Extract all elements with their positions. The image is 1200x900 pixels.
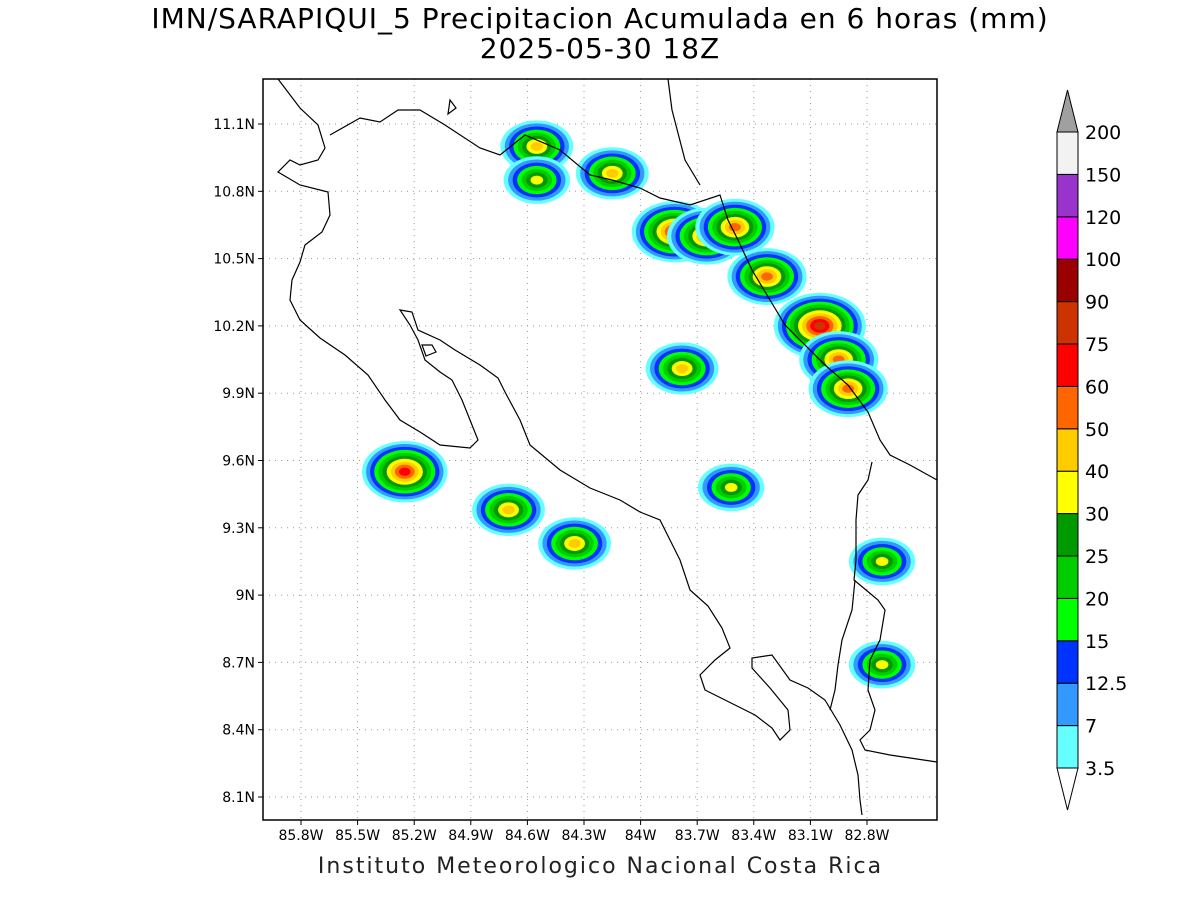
colorbar-box (1056, 470, 1079, 515)
y-tick-label: 10.5N (213, 252, 255, 268)
rain-cell (848, 640, 916, 689)
x-tick-label: 83.7W (675, 828, 720, 844)
rain-contour (842, 384, 855, 393)
colorbar-label: 7 (1085, 716, 1097, 738)
colorbar-label: 25 (1085, 546, 1109, 568)
rain-cell (472, 483, 545, 536)
map-subtitle: 2025-05-30 18Z (479, 32, 721, 65)
x-tick-label: 84.6W (505, 828, 550, 844)
rain-cell (361, 441, 448, 503)
colorbar-box (1056, 597, 1079, 642)
coastline (277, 78, 938, 816)
longitude-axis: 85.8W 85.5W 85.2W 84.9W 84.6W 84.3W 84W 83.7W 83… (278, 820, 890, 844)
colorbar-label: 30 (1085, 504, 1109, 526)
colorbar-box (1056, 385, 1079, 430)
y-tick-label: 9N (236, 588, 255, 604)
y-tick-label: 8.1N (222, 790, 255, 806)
rain-contour (398, 467, 411, 476)
x-tick-label: 84.9W (448, 828, 493, 844)
colorbar-box (1056, 725, 1079, 769)
colorbar-label: 200 (1085, 122, 1121, 144)
precipitation-field (361, 120, 916, 689)
rain-cell (503, 156, 571, 204)
rain-cell (808, 360, 888, 418)
rain-contour (530, 142, 543, 151)
colorbar-label: 150 (1085, 164, 1121, 186)
rain-cell (697, 463, 765, 512)
rain-contour (814, 321, 826, 330)
x-tick-label: 84W (625, 828, 657, 844)
y-tick-label: 8.4N (222, 723, 255, 739)
rain-cell (538, 517, 611, 570)
rain-contour (875, 660, 889, 670)
colorbar-top-arrow (1056, 89, 1079, 133)
rain-contour (530, 175, 544, 185)
y-tick-label: 9.6N (222, 454, 255, 470)
rain-contour (502, 505, 515, 515)
colorbar-box (1056, 343, 1079, 387)
colorbar-label: 15 (1085, 631, 1109, 653)
y-tick-label: 11.1N (213, 117, 255, 133)
rain-cell (695, 198, 775, 256)
colorbar-box (1056, 428, 1079, 472)
colorbar-box (1056, 258, 1079, 303)
colorbar-label: 20 (1085, 588, 1109, 610)
colorbar-box (1056, 301, 1079, 345)
colorbar-label: 90 (1085, 292, 1109, 314)
colorbar-box (1056, 555, 1079, 599)
rain-cell (575, 147, 649, 200)
y-tick-label: 10.8N (213, 184, 255, 200)
colorbar-bottom-arrow (1056, 767, 1079, 811)
x-tick-label: 85.8W (278, 828, 323, 844)
x-tick-label: 84.3W (561, 828, 606, 844)
colorbar-label: 75 (1085, 334, 1109, 356)
colorbar-box (1056, 682, 1079, 727)
x-tick-label: 83.1W (788, 828, 833, 844)
rain-cell (727, 248, 807, 305)
rain-contour (729, 222, 741, 232)
rain-contour (606, 168, 619, 178)
colorbar-label: 100 (1085, 249, 1121, 271)
latitude-axis: 11.1N 10.8N 10.5N 10.2N 9.9N 9.6N 9.3N 9N 8.7N 8.… (213, 117, 263, 806)
colorbar-label: 50 (1085, 419, 1109, 441)
y-tick-label: 9.9N (222, 386, 255, 402)
rain-cell (645, 342, 719, 395)
colorbar-label: 60 (1085, 376, 1109, 398)
map-frame (262, 78, 938, 821)
x-tick-label: 83.4W (731, 828, 776, 844)
rain-contour (676, 364, 689, 373)
colorbar-label: 3.5 (1085, 758, 1115, 780)
x-tick-label: 85.5W (335, 828, 380, 844)
colorbar-label: 12.5 (1085, 673, 1127, 695)
rain-cell (848, 537, 916, 586)
colorbar-label: 120 (1085, 207, 1121, 229)
colorbar-label: 40 (1085, 461, 1109, 483)
rain-contour (761, 272, 773, 281)
x-tick-label: 82.8W (844, 828, 889, 844)
y-tick-label: 8.7N (222, 655, 255, 671)
y-tick-label: 10.2N (213, 319, 255, 335)
footer-credit: Instituto Meteorologico Nacional Costa R… (317, 854, 884, 879)
rain-contour (724, 482, 738, 492)
x-tick-label: 85.2W (392, 828, 437, 844)
rain-contour (568, 539, 581, 548)
colorbar: 3.5 7 12.5 15 20 25 30 40 50 60 75 90 100 120 150 200 (1056, 89, 1127, 811)
y-tick-label: 9.3N (222, 521, 255, 537)
colorbar-box (1056, 131, 1079, 175)
colorbar-box (1056, 513, 1079, 557)
map-title: IMN/SARAPIQUI_5 Precipitacion Acumulada … (151, 2, 1049, 35)
colorbar-box (1056, 216, 1079, 260)
colorbar-box (1056, 173, 1079, 218)
colorbar-box (1056, 640, 1079, 684)
rain-contour (875, 556, 889, 566)
